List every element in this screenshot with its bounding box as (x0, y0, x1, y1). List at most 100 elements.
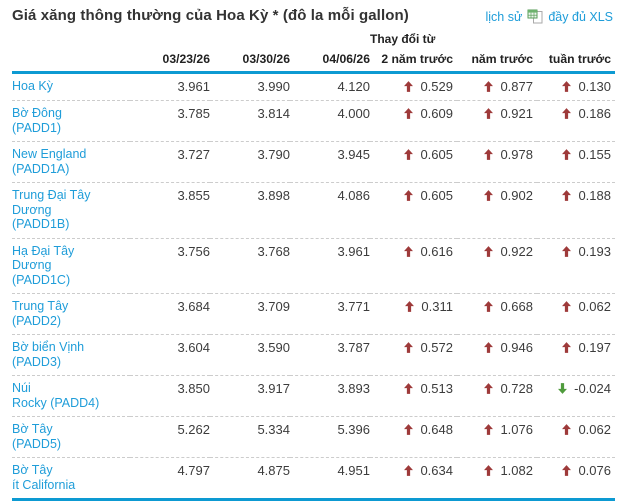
up-arrow-icon (562, 108, 572, 119)
up-arrow-icon (405, 301, 415, 312)
price-value: 3.961 (177, 79, 210, 94)
price-value: 4.951 (290, 457, 370, 501)
change-value: 0.648 (420, 422, 453, 437)
price-value: 3.790 (210, 141, 290, 183)
change-cell: 0.946 (457, 334, 537, 376)
price-value: 4.086 (290, 182, 370, 238)
up-arrow-icon (404, 383, 414, 394)
table-row: Bờ Tây ít California 4.797 4.875 4.951 0.634… (12, 457, 615, 501)
change-value: 0.311 (421, 299, 453, 314)
change-value: 0.197 (578, 340, 611, 355)
change-value: 0.513 (420, 381, 453, 396)
change-value: 0.188 (578, 188, 611, 203)
region-link[interactable]: Bờ biển Vịnh (PADD3) (12, 334, 130, 376)
up-arrow-icon (562, 190, 572, 201)
up-arrow-icon (562, 149, 572, 160)
change-cell: 0.197 (537, 334, 615, 376)
change-cell: 0.062 (537, 293, 615, 335)
up-arrow-icon (404, 342, 414, 353)
history-link[interactable]: lịch sử (485, 9, 523, 24)
change-value: 0.605 (420, 147, 453, 162)
change-cell: 0.728 (457, 375, 537, 417)
change-value: 0.946 (500, 340, 533, 355)
up-arrow-icon (484, 149, 494, 160)
change-value: 0.062 (578, 299, 611, 314)
up-arrow-icon (484, 465, 494, 476)
table-row: Núi Rocky (PADD4) 3.850 3.917 3.893 0.513 0.7… (12, 375, 615, 417)
change-value: 1.076 (500, 422, 533, 437)
up-arrow-icon (484, 383, 494, 394)
change-cell: 0.513 (370, 375, 457, 417)
up-arrow-icon (484, 81, 494, 92)
price-value: 3.855 (130, 182, 210, 238)
table-row: Bờ Tây (PADD5) 5.262 5.334 5.396 0.648 1.076 0… (12, 416, 615, 458)
change-cell: 0.311 (370, 293, 457, 335)
change-cell: 0.634 (370, 457, 457, 501)
price-value: 3.893 (290, 375, 370, 417)
region-link[interactable]: Bờ Tây (PADD5) (12, 416, 130, 458)
change-cell: 0.902 (457, 182, 537, 238)
up-arrow-icon (404, 81, 414, 92)
change-cell: -0.024 (537, 375, 615, 417)
change-cell: 0.529 (370, 73, 457, 101)
table-header-row: 03/23/26 03/30/26 04/06/26 2 năm trước năm t… (12, 48, 615, 74)
region-link[interactable]: Bờ Đông (PADD1) (12, 100, 130, 142)
price-value: 4.797 (130, 457, 210, 501)
table-row: Bờ Đông (PADD1) 3.785 3.814 4.000 0.609 0.921… (12, 100, 615, 142)
page-title: Giá xăng thông thường của Hoa Kỳ * (đô l… (12, 7, 409, 24)
region-link[interactable]: Hoa Kỳ (12, 79, 53, 93)
change-value: 0.076 (578, 463, 611, 478)
price-value: 3.590 (210, 334, 290, 376)
change-cell: 0.130 (537, 73, 615, 101)
region-link[interactable]: Bờ Tây ít California (12, 457, 130, 501)
change-cell: 0.076 (537, 457, 615, 501)
region-link[interactable]: Trung Tây (PADD2) (12, 293, 130, 335)
up-arrow-icon (562, 342, 572, 353)
change-value: 0.728 (500, 381, 533, 396)
change-cell: 0.922 (457, 237, 537, 294)
change-value: 0.186 (578, 106, 611, 121)
change-value: 0.155 (578, 147, 611, 162)
price-value: 3.814 (210, 100, 290, 142)
change-cell: 0.188 (537, 182, 615, 238)
change-column-header: năm trước (457, 48, 537, 74)
up-arrow-icon (562, 245, 572, 257)
up-arrow-icon (484, 424, 494, 435)
price-value: 3.684 (130, 293, 210, 335)
change-cell: 0.155 (537, 141, 615, 183)
change-value: 0.634 (420, 463, 453, 478)
xls-spreadsheet-icon[interactable] (527, 9, 543, 24)
table-row: Bờ biển Vịnh (PADD3) 3.604 3.590 3.787 0.572… (12, 334, 615, 376)
price-value: 3.785 (130, 100, 210, 142)
change-value: 0.877 (500, 79, 533, 94)
up-arrow-icon (484, 245, 494, 257)
full-xls-link[interactable]: đầy đủ XLS (548, 9, 613, 24)
panel-header: Giá xăng thông thường của Hoa Kỳ * (đô l… (12, 7, 613, 24)
up-arrow-icon (404, 190, 414, 201)
change-cell: 1.076 (457, 416, 537, 458)
change-value: 0.572 (420, 340, 453, 355)
change-value: 0.609 (420, 106, 453, 121)
change-value: 0.921 (500, 106, 533, 121)
region-link[interactable]: Hạ Đại Tây Dương (PADD1C) (12, 237, 130, 294)
region-link[interactable]: New England (PADD1A) (12, 141, 130, 183)
table-row: Trung Đại Tây Dương (PADD1B) 3.855 3.898 4.… (12, 182, 615, 238)
up-arrow-icon (404, 245, 414, 257)
up-arrow-icon (404, 149, 414, 160)
change-cell: 0.062 (537, 416, 615, 458)
date-column-header: 04/06/26 (290, 48, 370, 74)
up-arrow-icon (404, 424, 414, 435)
change-column-header: 2 năm trước (370, 48, 457, 74)
region-link[interactable]: Trung Đại Tây Dương (PADD1B) (12, 182, 130, 238)
change-value: 0.922 (500, 243, 533, 259)
table-row: New England (PADD1A) 3.727 3.790 3.945 0.605… (12, 141, 615, 183)
date-column-header: 03/30/26 (210, 48, 290, 74)
region-link[interactable]: Núi Rocky (PADD4) (12, 375, 130, 417)
price-value: 3.961 (290, 237, 370, 294)
change-value: 0.978 (500, 147, 533, 162)
change-cell: 0.616 (370, 237, 457, 294)
up-arrow-icon (484, 342, 494, 353)
price-value: 5.396 (290, 416, 370, 458)
date-column-header: 03/23/26 (130, 48, 210, 74)
change-value: 0.529 (420, 79, 453, 94)
